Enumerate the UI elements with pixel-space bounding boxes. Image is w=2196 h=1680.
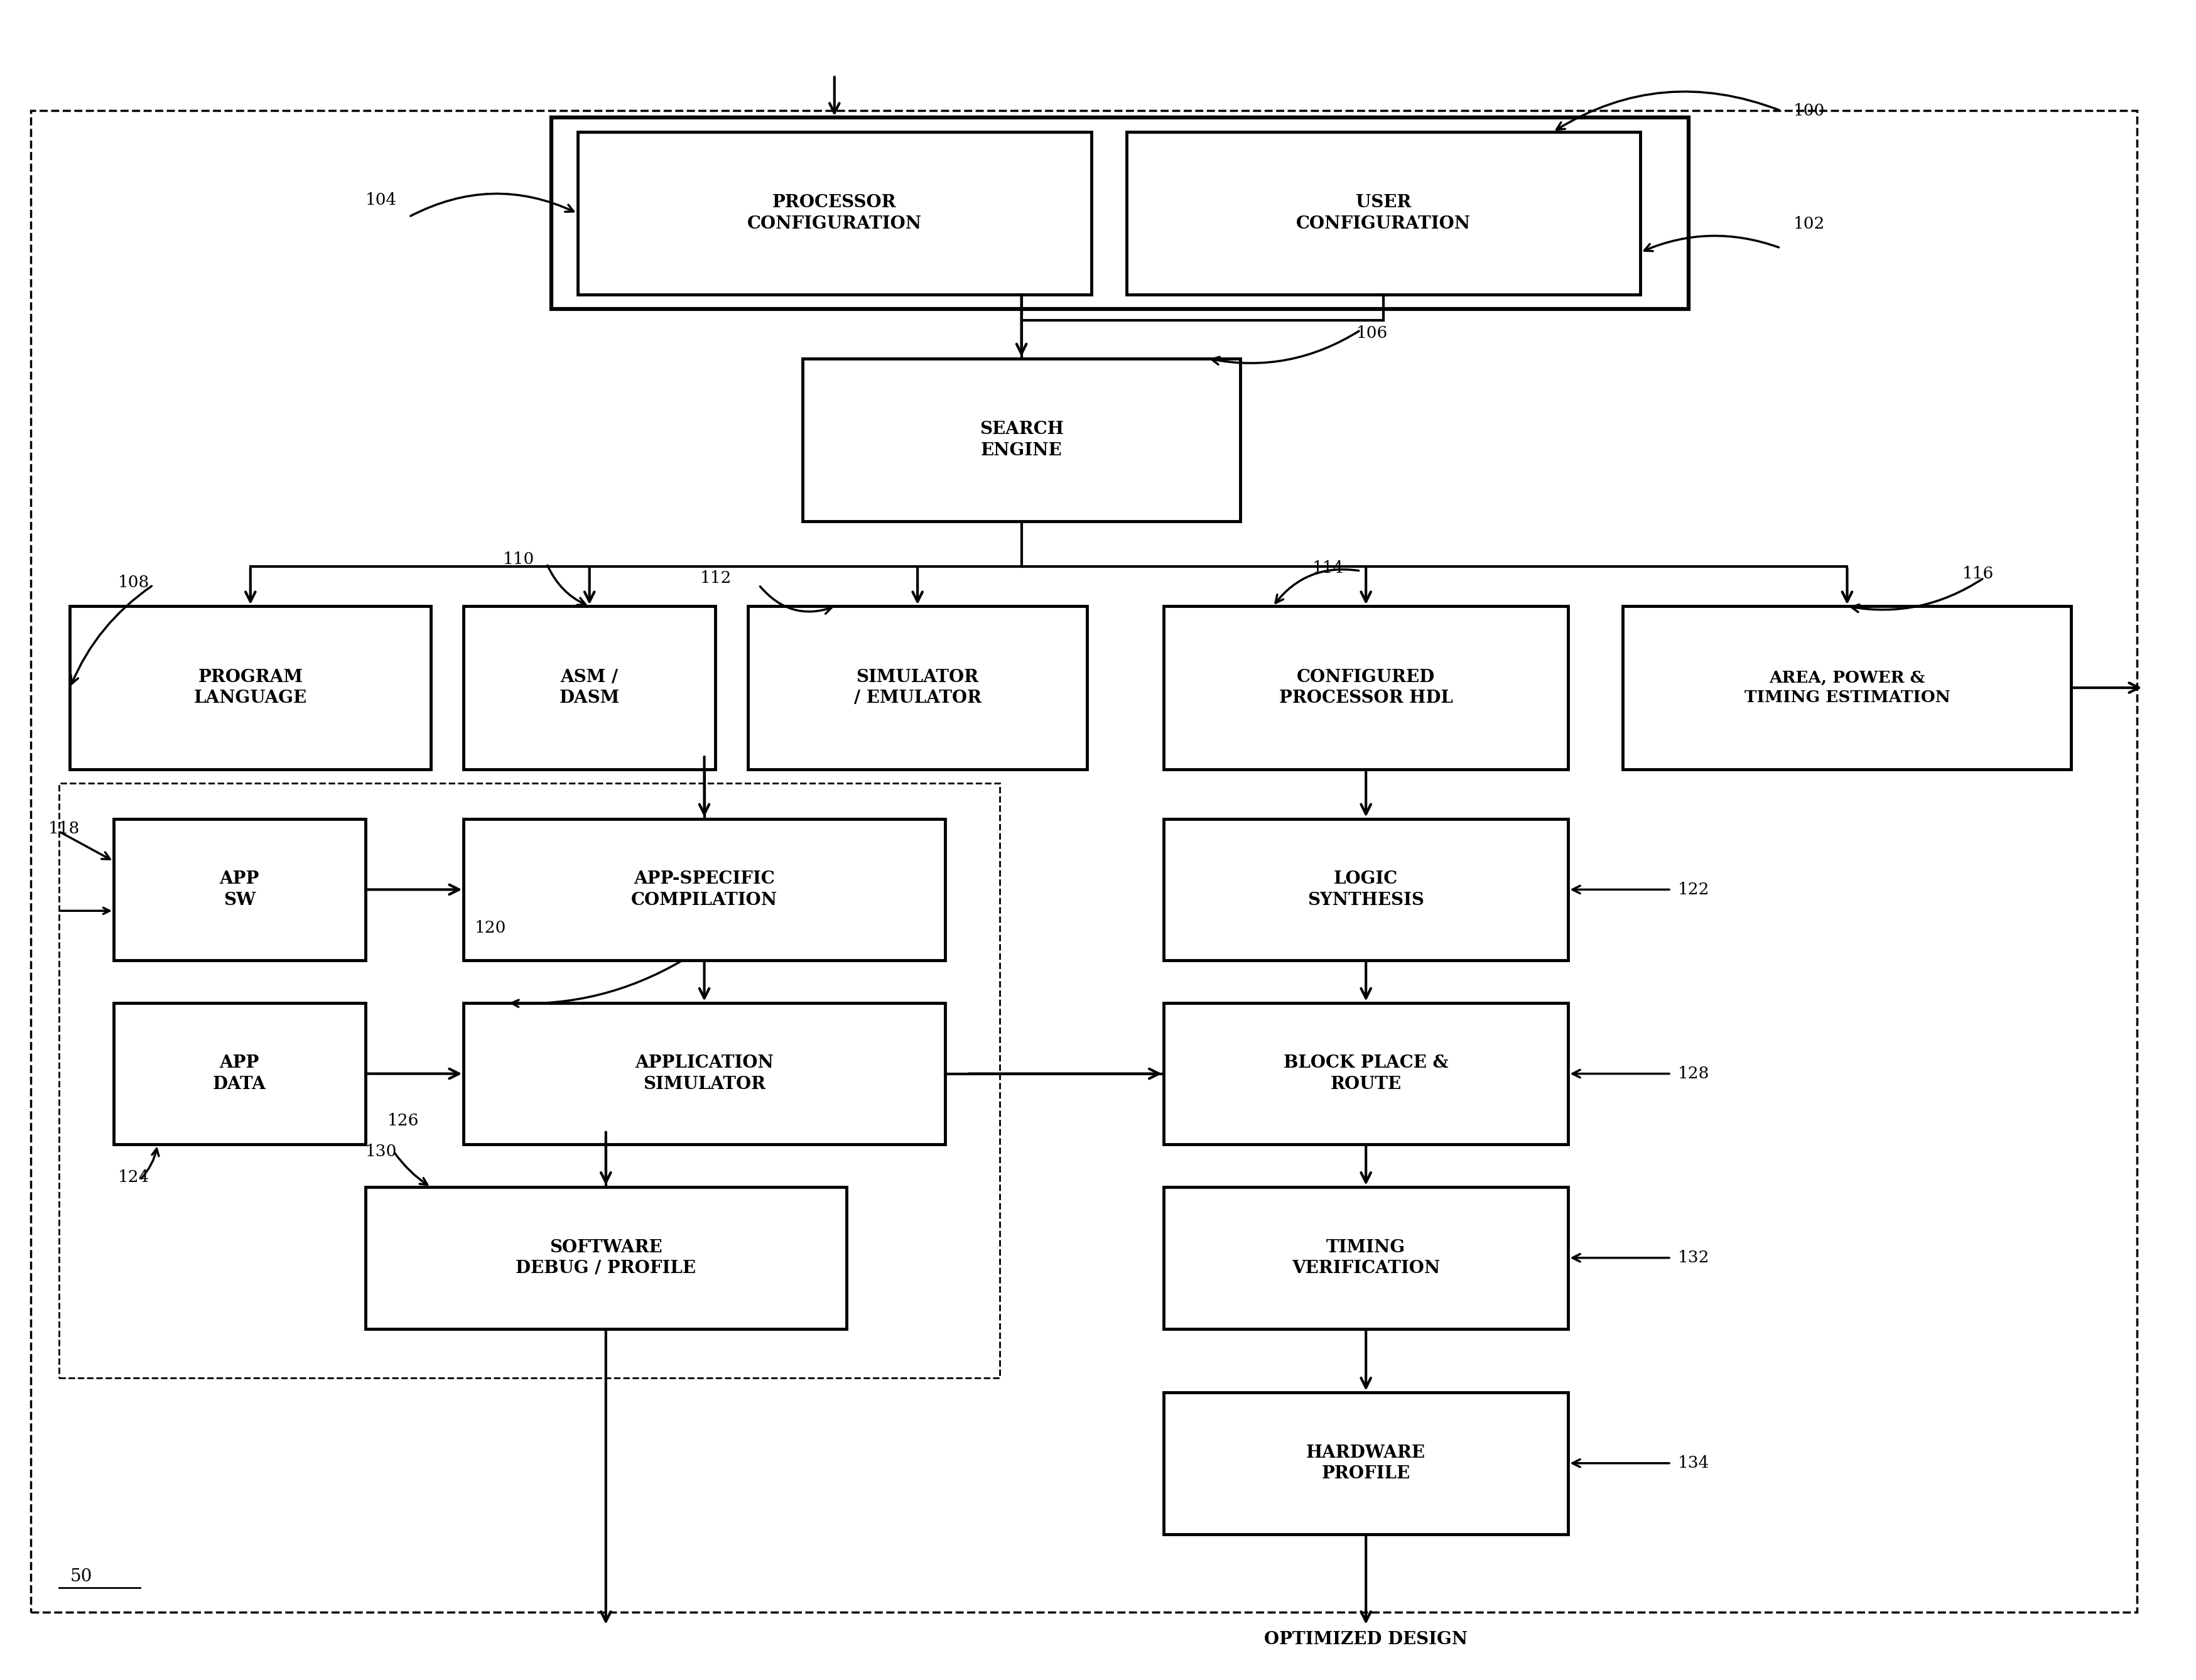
Text: 104: 104 [365,192,397,208]
Text: SOFTWARE
DEBUG / PROFILE: SOFTWARE DEBUG / PROFILE [516,1238,696,1277]
Text: 116: 116 [1961,566,1994,581]
Text: PROGRAM
LANGUAGE: PROGRAM LANGUAGE [193,669,307,707]
Text: 132: 132 [1678,1250,1708,1265]
Text: AREA, POWER &
TIMING ESTIMATION: AREA, POWER & TIMING ESTIMATION [1744,670,1950,706]
Bar [1164,1393,1568,1534]
Text: APP-SPECIFIC
COMPILATION: APP-SPECIFIC COMPILATION [630,870,777,909]
Bar [365,1188,845,1329]
Bar [1623,606,2071,769]
Text: OPTIMIZED DESIGN: OPTIMIZED DESIGN [1265,1631,1467,1648]
Bar [1164,1188,1568,1329]
Text: CONFIGURED
PROCESSOR HDL: CONFIGURED PROCESSOR HDL [1278,669,1454,707]
Text: 118: 118 [48,822,79,837]
Bar [804,358,1241,521]
Text: HARDWARE
PROFILE: HARDWARE PROFILE [1307,1445,1425,1482]
Bar [463,818,944,961]
Text: 100: 100 [1794,102,1825,118]
Bar [551,118,1689,309]
Text: 102: 102 [1794,217,1825,232]
Text: SEARCH
ENGINE: SEARCH ENGINE [979,422,1063,459]
Bar [31,111,2137,1611]
Bar [114,818,365,961]
Bar [1164,1003,1568,1144]
Bar [463,1003,944,1144]
Bar [749,606,1087,769]
Text: 106: 106 [1357,326,1388,341]
Text: 114: 114 [1313,559,1344,576]
Text: 112: 112 [701,570,731,586]
Text: BLOCK PLACE &
ROUTE: BLOCK PLACE & ROUTE [1282,1055,1449,1092]
Text: USER
CONFIGURATION: USER CONFIGURATION [1296,195,1471,232]
Text: 110: 110 [503,551,534,568]
Text: 108: 108 [119,575,149,590]
Bar [1164,818,1568,961]
Text: 50: 50 [70,1567,92,1584]
Text: 122: 122 [1678,882,1708,897]
Text: 134: 134 [1678,1455,1708,1472]
Bar [463,606,716,769]
Text: 128: 128 [1678,1065,1708,1082]
Text: APP
DATA: APP DATA [213,1055,266,1092]
Text: LOGIC
SYNTHESIS: LOGIC SYNTHESIS [1307,870,1425,909]
Text: PROCESSOR
CONFIGURATION: PROCESSOR CONFIGURATION [747,195,922,232]
Bar [1164,606,1568,769]
Text: SIMULATOR
/ EMULATOR: SIMULATOR / EMULATOR [854,669,982,707]
Bar [1127,131,1640,294]
Text: TIMING
VERIFICATION: TIMING VERIFICATION [1291,1238,1441,1277]
Bar [114,1003,365,1144]
Bar [70,606,430,769]
Text: APP
SW: APP SW [220,870,259,909]
Text: 130: 130 [365,1144,397,1159]
Text: 124: 124 [119,1169,149,1184]
Bar [59,783,999,1378]
Text: 120: 120 [474,921,507,936]
Text: 126: 126 [386,1112,419,1129]
Text: ASM /
DASM: ASM / DASM [560,669,619,707]
Bar [578,131,1091,294]
Text: APPLICATION
SIMULATOR: APPLICATION SIMULATOR [635,1055,773,1092]
